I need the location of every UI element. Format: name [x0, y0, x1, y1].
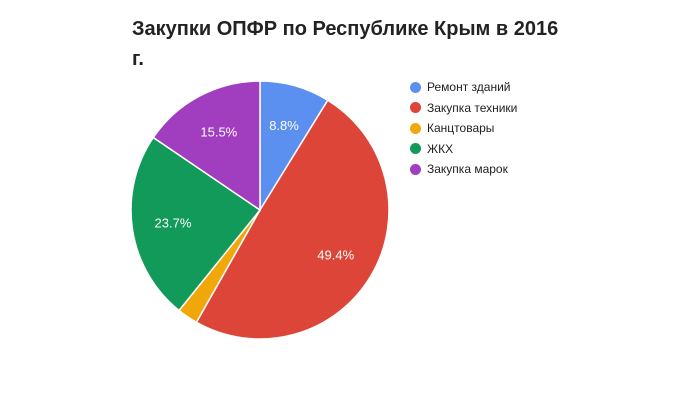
legend-swatch [410, 122, 421, 134]
pie-slice-label-4: 23.7% [155, 215, 192, 230]
legend-item-1[interactable]: Ремонт зданий [410, 77, 517, 98]
pie-slice-4[interactable] [130, 136, 262, 312]
legend-item-5[interactable]: Закупка марок [410, 159, 517, 180]
legend-item-2[interactable]: Закупка техники [410, 98, 517, 119]
pie-slice-2[interactable] [195, 99, 390, 340]
pie-slice-labels: 8.8% 49.4% 23.7% 15.5% [155, 118, 355, 262]
legend-label: Закупка марок [427, 162, 508, 177]
legend-swatch [410, 102, 421, 114]
legend-label: Канцтовары [427, 121, 495, 136]
legend-swatch [410, 81, 421, 93]
legend-label: Закупка техники [427, 100, 518, 115]
legend-swatch [410, 143, 421, 155]
legend-item-4[interactable]: ЖКХ [410, 139, 517, 160]
legend-swatch [410, 163, 421, 175]
pie-slice-label-2: 49.4% [317, 247, 354, 262]
pie-slice-label-1: 8.8% [269, 118, 299, 133]
pie-slice-label-5: 15.5% [200, 125, 237, 140]
legend-item-3[interactable]: Канцтовары [410, 118, 517, 139]
legend-label: Ремонт зданий [427, 80, 511, 95]
chart-legend: Ремонт зданий Закупка техники Канцтовары ЖК… [410, 77, 517, 180]
chart-title: Закупки ОПФР по Республике Крым в 2016 г… [132, 18, 559, 70]
pie-slice-5[interactable] [152, 80, 261, 212]
pie-slices [130, 80, 390, 340]
legend-label: ЖКХ [427, 141, 454, 156]
